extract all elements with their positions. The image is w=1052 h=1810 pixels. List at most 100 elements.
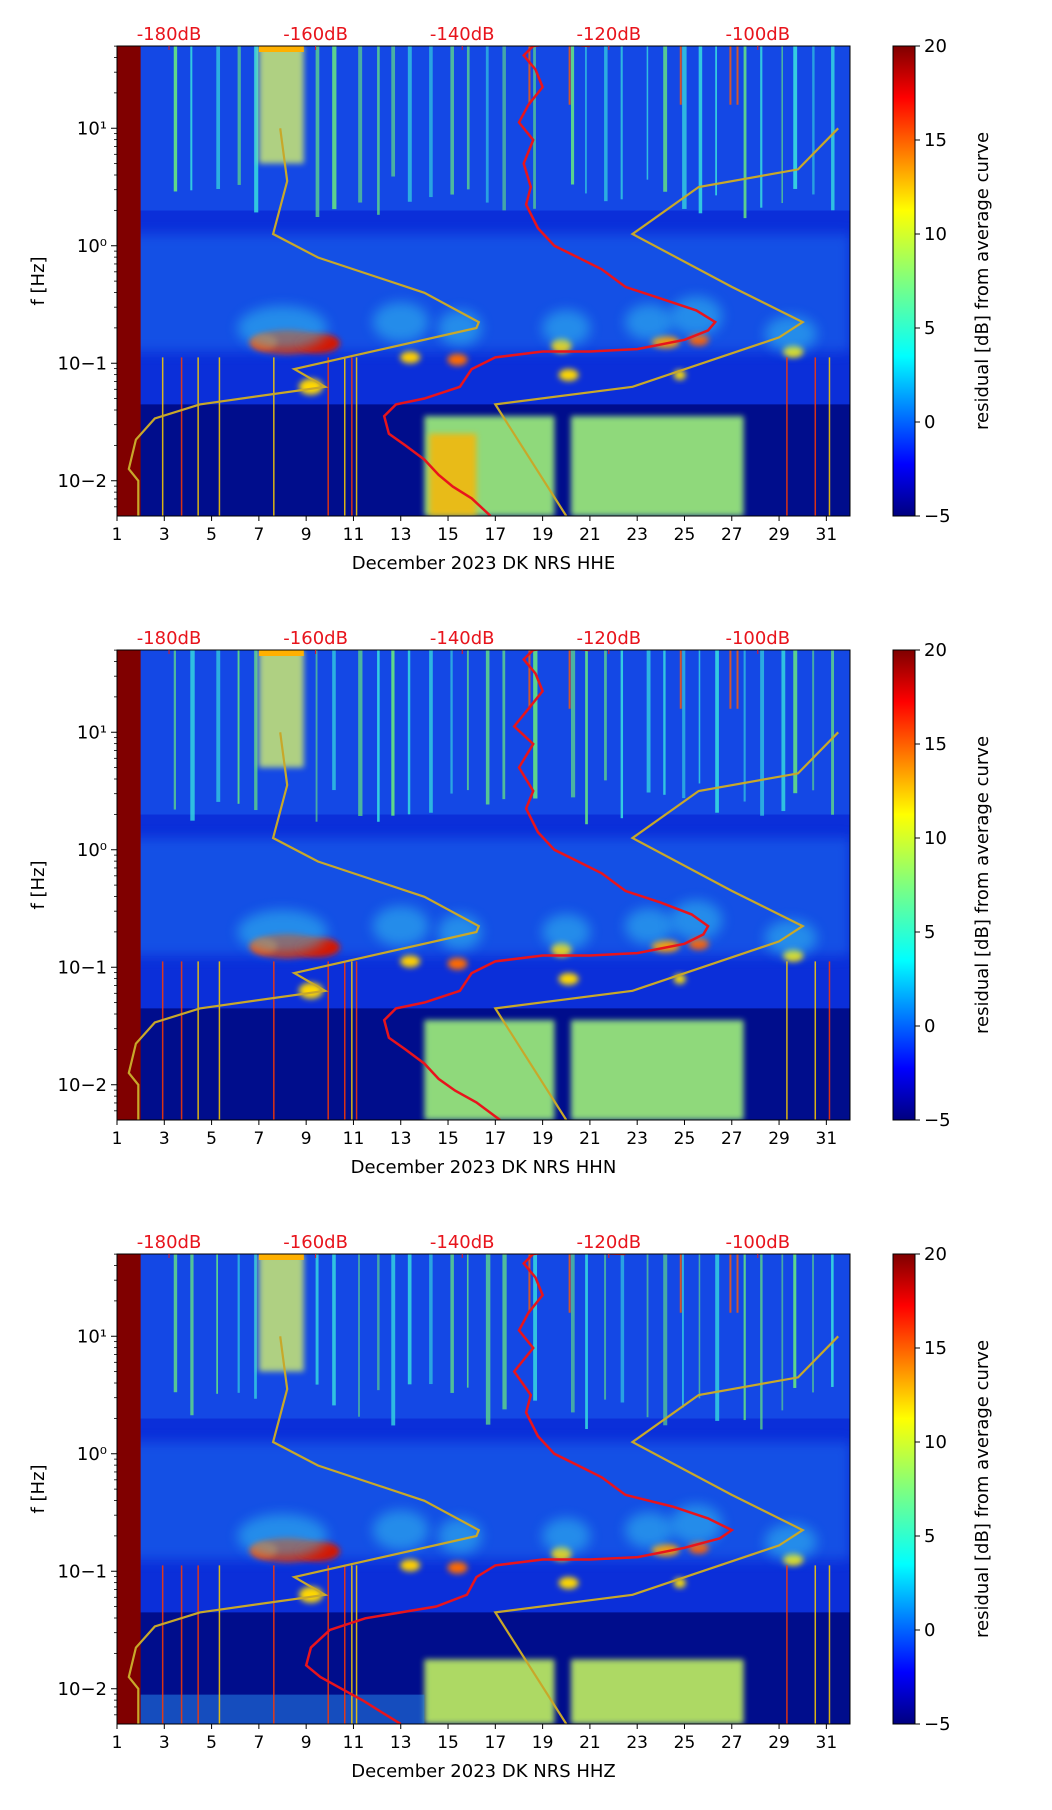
colorbar-tick-label: −5 xyxy=(924,1714,951,1735)
spectral-streak xyxy=(407,46,412,202)
colorbar-tick-label: 15 xyxy=(924,1338,947,1359)
spectral-streak xyxy=(715,650,719,813)
low-frequency-patch xyxy=(117,1694,425,1724)
x-tick-label: 9 xyxy=(301,1129,312,1149)
glitch-line xyxy=(814,357,817,516)
y-axis-label: f [Hz] xyxy=(28,256,49,305)
top-axis-label: -100dB xyxy=(725,1232,790,1253)
x-tick-label: 25 xyxy=(674,1733,696,1753)
y-tick-label: 10¹ xyxy=(77,118,107,139)
spectral-streak xyxy=(528,1254,531,1313)
glitch-line xyxy=(197,357,199,516)
x-tick-label: 13 xyxy=(390,1129,412,1149)
top-axis-label: -180dB xyxy=(137,628,202,649)
colorbar xyxy=(892,45,916,517)
spectrogram-plot-area xyxy=(117,650,850,1120)
glitch-line xyxy=(828,357,831,516)
colorbar-label: residual [dB] from average curve xyxy=(972,736,993,1034)
x-tick-label: 11 xyxy=(343,1129,365,1149)
low-frequency-patch xyxy=(424,1659,555,1724)
x-tick-label: 29 xyxy=(768,525,790,545)
spectral-streak xyxy=(620,1254,625,1403)
high-frequency-patch xyxy=(258,46,304,164)
x-axis-label: December 2023 DK NRS HHE xyxy=(352,553,616,574)
spectral-streak xyxy=(485,46,489,203)
spectral-streak xyxy=(315,1254,319,1385)
top-axis-label: -100dB xyxy=(725,628,790,649)
noise-model-curve-high xyxy=(493,731,839,1120)
spectral-streak xyxy=(793,46,798,189)
x-tick-label: 5 xyxy=(206,525,217,545)
glitch-line xyxy=(180,1565,183,1724)
spectral-streak xyxy=(679,46,682,105)
spectral-streak xyxy=(663,650,666,795)
spectral-streak xyxy=(377,1254,380,1391)
spectral-streak xyxy=(407,650,411,815)
microseism-halo xyxy=(764,315,817,352)
x-tick-label: 21 xyxy=(579,525,601,545)
spectral-streak xyxy=(663,1254,668,1426)
glitch-line xyxy=(828,1565,831,1724)
y-tick-label: 10⁰ xyxy=(77,1444,107,1465)
spectral-streak xyxy=(254,650,258,811)
y-tick-label: 10−2 xyxy=(58,1679,107,1700)
spectral-streak xyxy=(466,1254,469,1388)
high-frequency-patch xyxy=(258,650,304,768)
spectral-streak xyxy=(237,1254,240,1393)
glitch-line xyxy=(180,961,183,1120)
spectral-streak xyxy=(173,1254,178,1393)
colorbar-tick-label: 5 xyxy=(924,318,935,339)
colorbar-tick-label: 15 xyxy=(924,734,947,755)
top-axis-label: -160dB xyxy=(283,1232,348,1253)
storm-blob xyxy=(558,973,579,985)
spectral-streak xyxy=(760,46,763,208)
spectral-streak xyxy=(533,46,536,209)
spectral-streak xyxy=(429,1254,433,1385)
high-frequency-patch xyxy=(258,1254,304,1372)
glitch-line xyxy=(355,1565,358,1724)
x-tick-label: 25 xyxy=(674,525,696,545)
y-axis-label: f [Hz] xyxy=(28,1464,49,1513)
colorbar-tick-label: 0 xyxy=(924,1016,935,1037)
colorbar-tick-label: 0 xyxy=(924,412,935,433)
glitch-line xyxy=(327,961,329,1120)
microseism-band xyxy=(117,234,850,352)
x-tick-label: 13 xyxy=(390,1733,412,1753)
microseism-halo xyxy=(670,900,723,941)
spectral-streak xyxy=(736,650,739,709)
spectral-streak xyxy=(679,650,682,709)
colorbar xyxy=(892,649,916,1121)
high-frequency-patch xyxy=(258,1254,304,1260)
storm-blob xyxy=(400,1559,421,1572)
glitch-line xyxy=(273,961,275,1120)
y-axis-label: f [Hz] xyxy=(28,860,49,909)
x-tick-label: 11 xyxy=(343,1733,365,1753)
spectral-streak xyxy=(391,1254,396,1426)
spectral-streak xyxy=(812,46,815,195)
x-tick-label: 23 xyxy=(626,1733,648,1753)
spectral-streak xyxy=(568,1254,571,1313)
x-tick-label: 19 xyxy=(532,1129,554,1149)
spectral-streak xyxy=(216,650,221,802)
x-tick-label: 7 xyxy=(253,1733,264,1753)
spectral-streak xyxy=(729,1254,732,1313)
noise-model-curve-low xyxy=(127,732,481,1120)
glitch-line xyxy=(218,961,221,1120)
glitch-line xyxy=(161,961,164,1120)
y-tick-label: 10−1 xyxy=(58,1561,107,1582)
colorbar-tick-label: 10 xyxy=(924,1432,947,1453)
microseism-halo xyxy=(237,1514,328,1558)
noise-model-curve-high xyxy=(493,127,839,516)
spectral-streak xyxy=(698,1254,701,1399)
spectral-streak xyxy=(407,1254,412,1385)
microseism-band xyxy=(117,1442,850,1560)
spectral-streak xyxy=(736,1254,739,1313)
glitch-line xyxy=(161,1565,164,1724)
x-tick-label: 21 xyxy=(579,1129,601,1149)
y-tick-label: 10−2 xyxy=(58,1075,107,1096)
x-tick-label: 9 xyxy=(301,525,312,545)
spectral-streak xyxy=(743,46,747,219)
